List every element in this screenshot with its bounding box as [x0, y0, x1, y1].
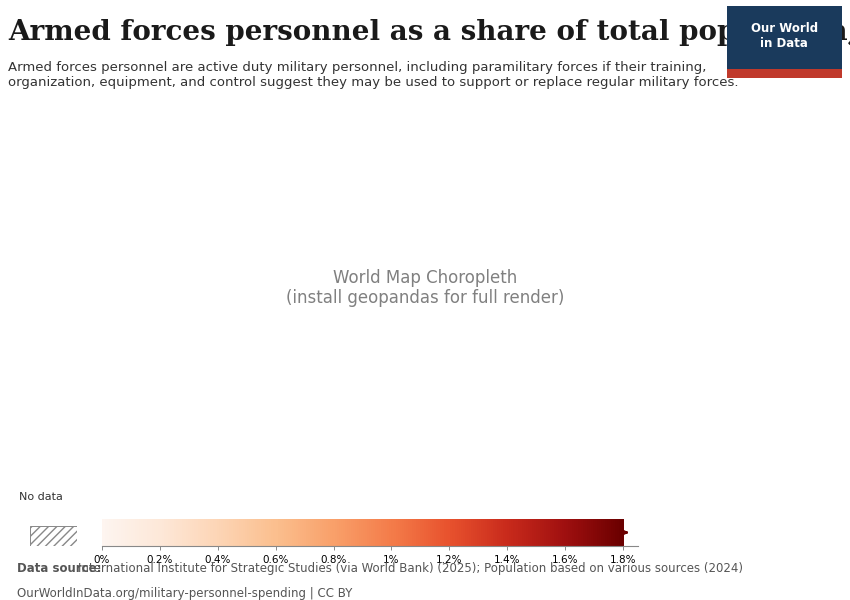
- Text: Armed forces personnel are active duty military personnel, including paramilitar: Armed forces personnel are active duty m…: [8, 61, 739, 89]
- Text: Our World
in Data: Our World in Data: [751, 22, 818, 50]
- Text: Data source:: Data source:: [17, 562, 105, 575]
- Text: OurWorldInData.org/military-personnel-spending | CC BY: OurWorldInData.org/military-personnel-sp…: [17, 587, 352, 600]
- Text: No data: No data: [19, 493, 62, 502]
- Bar: [727, 70, 842, 78]
- Text: International Institute for Strategic Studies (via World Bank) (2025); Populatio: International Institute for Strategic St…: [77, 562, 743, 575]
- Text: World Map Choropleth
(install geopandas for full render): World Map Choropleth (install geopandas …: [286, 269, 564, 307]
- Bar: [30, 526, 76, 546]
- Text: Armed forces personnel as a share of total population, 2020: Armed forces personnel as a share of tot…: [8, 19, 850, 46]
